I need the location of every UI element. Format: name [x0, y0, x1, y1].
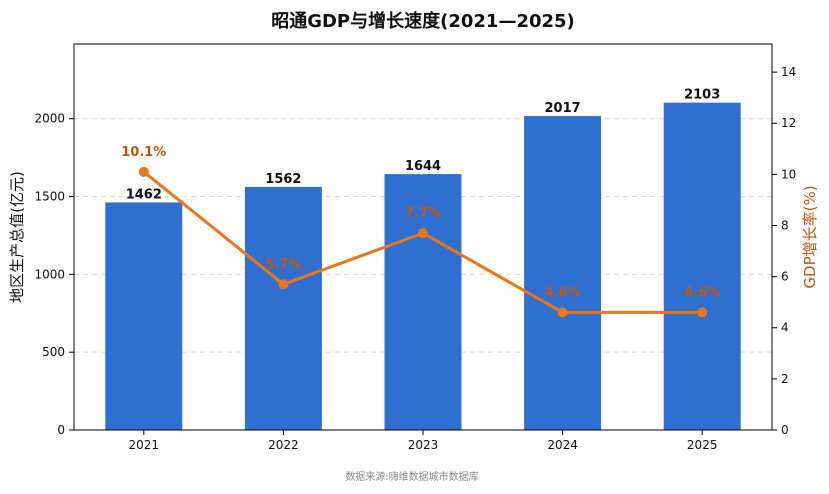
x-tick-label-2021: 2021 — [129, 438, 160, 452]
bar-2022 — [244, 186, 322, 430]
growth-point-2023 — [418, 228, 428, 239]
growth-rate-label-2022: 5.7% — [265, 257, 301, 272]
left-tick-label-1000: 1000 — [34, 267, 65, 281]
right-y-axis-label: GDP增长率(%) — [801, 185, 819, 288]
growth-point-2022 — [278, 279, 289, 290]
left-tick-label-500: 500 — [42, 345, 65, 359]
chart-title: 昭通GDP与增长速度(2021—2025) — [271, 10, 575, 32]
bar-2021 — [105, 202, 183, 430]
right-tick-label-0: 0 — [781, 423, 789, 437]
right-tick-label-10: 10 — [781, 167, 796, 181]
x-tick-label-2022: 2022 — [268, 438, 299, 452]
right-tick-label-12: 12 — [781, 116, 796, 130]
right-tick-label-2: 2 — [781, 372, 789, 386]
x-tick-label-2024: 2024 — [547, 438, 578, 452]
bar-label-2021: 1462 — [126, 187, 162, 202]
bar-label-2024: 2017 — [545, 101, 581, 116]
growth-rate-label-2024: 4.6% — [545, 285, 581, 300]
left-y-axis: 0 500 1000 1500 2000 — [34, 112, 74, 437]
growth-rate-label-2025: 4.6% — [684, 285, 720, 300]
growth-point-2025 — [697, 307, 708, 318]
right-y-axis: 0 2 4 6 8 10 12 14 — [772, 65, 796, 437]
left-y-axis-label: 地区生产总值(亿元) — [8, 171, 26, 303]
growth-rate-labels: 10.1% 5.7% 7.7% 4.6% 4.6% — [121, 145, 720, 301]
x-tick-label-2025: 2025 — [687, 438, 718, 452]
bar-value-labels: 1462 1562 1644 2017 2103 — [126, 88, 721, 203]
x-tick-label-2023: 2023 — [408, 438, 439, 452]
bar-label-2022: 1562 — [265, 172, 301, 187]
bar-label-2025: 2103 — [684, 88, 720, 103]
left-tick-label-0: 0 — [57, 423, 65, 437]
right-tick-label-14: 14 — [781, 65, 796, 79]
right-tick-label-6: 6 — [781, 270, 789, 284]
growth-line — [138, 166, 708, 318]
bar-2025 — [663, 102, 741, 430]
left-tick-label-2000: 2000 — [34, 112, 65, 126]
right-tick-label-4: 4 — [781, 321, 789, 335]
bars — [105, 102, 741, 430]
bar-label-2023: 1644 — [405, 159, 441, 174]
right-tick-label-8: 8 — [781, 218, 789, 232]
growth-point-2021 — [138, 166, 149, 177]
data-source-note: 数据来源:嗨维数据城市数据库 — [345, 470, 478, 483]
bar-2023 — [384, 174, 462, 430]
growth-point-2024 — [557, 307, 568, 318]
growth-rate-label-2021: 10.1% — [121, 145, 166, 160]
bar-2024 — [524, 116, 602, 430]
x-axis: 2021 2022 2023 2024 2025 — [129, 430, 718, 452]
left-tick-label-1500: 1500 — [34, 190, 65, 204]
growth-rate-label-2023: 7.7% — [405, 206, 441, 221]
